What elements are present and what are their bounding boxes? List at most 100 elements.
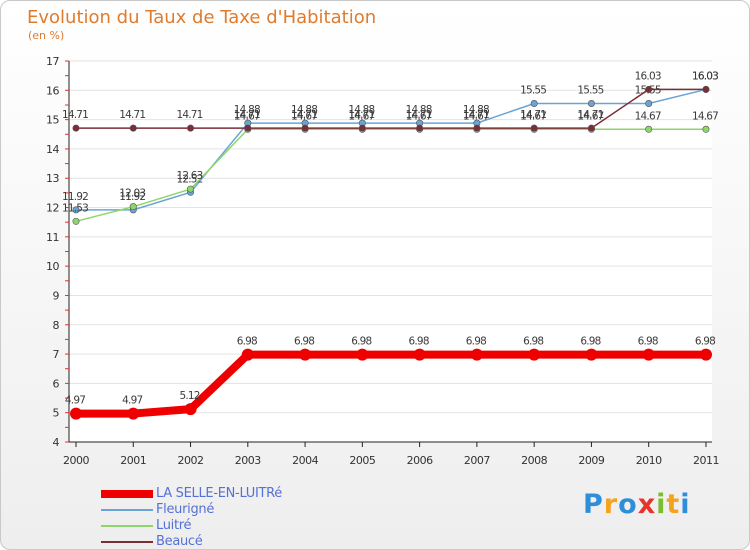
data-point [413, 348, 426, 361]
chart-title: Evolution du Taux de Taxe d'Habitation [27, 7, 377, 28]
data-point [127, 407, 140, 420]
series-line [75, 88, 707, 129]
data-label: 14.67 [577, 110, 603, 122]
data-point [528, 348, 541, 361]
data-label: 6.98 [523, 336, 543, 348]
data-label: 14.88 [463, 104, 489, 116]
data-point [416, 124, 424, 132]
y-tick-label: 11 [46, 231, 59, 244]
data-point [585, 348, 598, 361]
data-label: 14.67 [348, 110, 374, 122]
data-point [530, 99, 538, 107]
legend-swatch-beauce [101, 541, 153, 543]
data-point [587, 124, 595, 132]
y-tick-label: 9 [53, 289, 60, 302]
x-tick-label: 2000 [63, 454, 89, 467]
logo-letter: x [637, 489, 657, 520]
data-label: 5.12 [179, 390, 199, 402]
data-label: 6.98 [466, 336, 486, 348]
data-point [642, 348, 655, 361]
y-tick-label: 10 [46, 260, 59, 273]
data-point [702, 85, 710, 93]
data-label: 6.98 [237, 336, 257, 348]
y-tick-label: 15 [46, 114, 59, 127]
data-label: 14.88 [234, 104, 260, 116]
data-point [184, 403, 197, 416]
data-point [187, 185, 195, 193]
y-tick-label: 14 [46, 143, 59, 156]
legend-swatch-luitre [101, 525, 153, 527]
data-point [645, 85, 653, 93]
logo-letter: i [656, 489, 667, 520]
data-point [72, 124, 80, 132]
y-tick-label: 12 [46, 202, 59, 215]
x-tick-label: 2006 [407, 454, 433, 467]
data-label: 14.71 [177, 109, 203, 121]
data-label: 4.97 [65, 395, 85, 407]
data-label: 16.03 [692, 70, 718, 82]
data-point [645, 125, 653, 133]
data-label: 14.67 [406, 110, 432, 122]
data-point [645, 99, 653, 107]
data-label: 12.63 [177, 170, 203, 182]
x-tick-label: 2010 [636, 454, 662, 467]
y-tick-label: 13 [46, 172, 59, 185]
series-line [72, 350, 710, 418]
data-label: 14.71 [291, 109, 317, 121]
data-label: 6.98 [351, 336, 371, 348]
data-point [299, 348, 312, 361]
x-tick-label: 2005 [349, 454, 375, 467]
legend-label-luitre: Luitré [156, 518, 192, 533]
data-label: 14.71 [119, 109, 145, 121]
series-line [75, 88, 707, 211]
y-tick-label: 5 [53, 407, 60, 420]
proxiti-logo: Proxiti [583, 489, 691, 520]
data-point [187, 124, 195, 132]
data-label: 14.71 [234, 109, 260, 121]
legend-label-fleurigne: Fleurigné [156, 502, 215, 517]
data-point [129, 124, 137, 132]
data-point [587, 99, 595, 107]
logo-letter: i [680, 489, 691, 520]
data-label: 14.71 [62, 109, 88, 121]
data-label: 11.53 [62, 202, 88, 214]
data-point [301, 124, 309, 132]
data-label: 14.67 [520, 110, 546, 122]
data-label: 12.03 [119, 188, 145, 200]
data-point [72, 206, 80, 214]
y-tick-label: 6 [53, 377, 60, 390]
data-label: 15.55 [520, 84, 546, 96]
data-point [358, 124, 366, 132]
data-label: 14.67 [635, 110, 661, 122]
data-label: 6.98 [695, 336, 715, 348]
data-label: 14.88 [406, 104, 432, 116]
legend-swatch-la-selle [101, 490, 153, 498]
data-label: 6.98 [638, 336, 658, 348]
y-tick-label: 16 [46, 84, 59, 97]
data-label: 11.92 [62, 191, 88, 203]
data-point [702, 125, 710, 133]
logo-letter: t [666, 489, 681, 520]
x-tick-label: 2007 [464, 454, 490, 467]
data-point [70, 407, 82, 420]
y-tick-label: 4 [53, 436, 60, 449]
data-label: 14.71 [406, 109, 432, 121]
data-label: 14.67 [291, 110, 317, 122]
data-label: 14.67 [463, 110, 489, 122]
data-label: 14.71 [463, 109, 489, 121]
data-point [470, 348, 483, 361]
x-tick-label: 2001 [120, 454, 146, 467]
y-tick-label: 8 [53, 319, 60, 332]
data-point [244, 124, 252, 132]
data-point [699, 348, 712, 361]
data-label: 14.67 [234, 110, 260, 122]
data-point [72, 217, 80, 225]
data-label: 11.92 [119, 191, 145, 203]
x-tick-label: 2011 [693, 454, 719, 467]
data-label: 16.03 [692, 70, 718, 82]
series-line [75, 128, 707, 223]
data-point [129, 203, 137, 211]
data-label: 4.97 [122, 395, 142, 407]
x-tick-label: 2003 [235, 454, 261, 467]
